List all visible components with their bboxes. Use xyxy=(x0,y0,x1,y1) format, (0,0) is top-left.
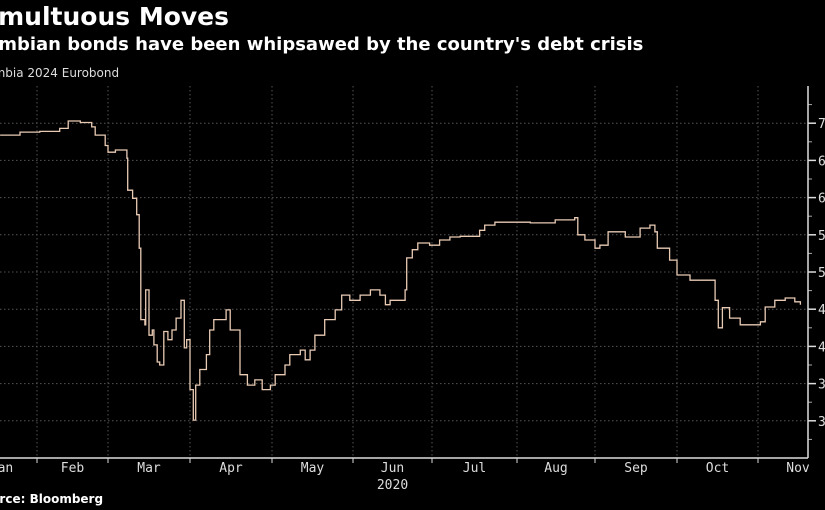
series-line-zambia-2024-eurobond xyxy=(0,120,802,421)
chart-title: Tumultuous Moves xyxy=(0,2,230,31)
y-tick-label: 55 xyxy=(818,229,825,244)
legend-entry: Zambia 2024 Eurobond xyxy=(0,66,120,80)
x-tick-label: Oct xyxy=(706,461,729,476)
y-tick-label: 35 xyxy=(818,378,825,393)
chart-subtitle: Zambian bonds have been whipsawed by the… xyxy=(0,34,644,55)
x-tick-label: Aug xyxy=(544,461,567,476)
y-tick-label: 30 xyxy=(818,415,825,430)
y-tick-label: 45 xyxy=(818,303,825,318)
source-note: Source: Bloomberg xyxy=(0,492,104,506)
x-axis-year-label: 2020 xyxy=(377,478,408,493)
y-tick-label: 40 xyxy=(818,340,825,355)
x-tick-label: May xyxy=(301,461,325,476)
x-tick-label: Feb xyxy=(61,461,85,476)
x-tick-label: Jun xyxy=(381,461,404,476)
x-tick-label: Jul xyxy=(463,461,486,476)
y-tick-label: 65 xyxy=(818,154,825,169)
x-tick-label: Nov xyxy=(786,461,810,476)
x-tick-label: Sep xyxy=(624,461,648,476)
y-tick-label: 60 xyxy=(818,192,825,207)
y-tick-label: 50 xyxy=(818,266,825,281)
x-tick-label: Apr xyxy=(219,461,243,476)
x-tick-label: Mar xyxy=(137,461,161,476)
y-tick-label: 70 xyxy=(818,117,825,132)
x-tick-label: Jan xyxy=(0,461,13,476)
